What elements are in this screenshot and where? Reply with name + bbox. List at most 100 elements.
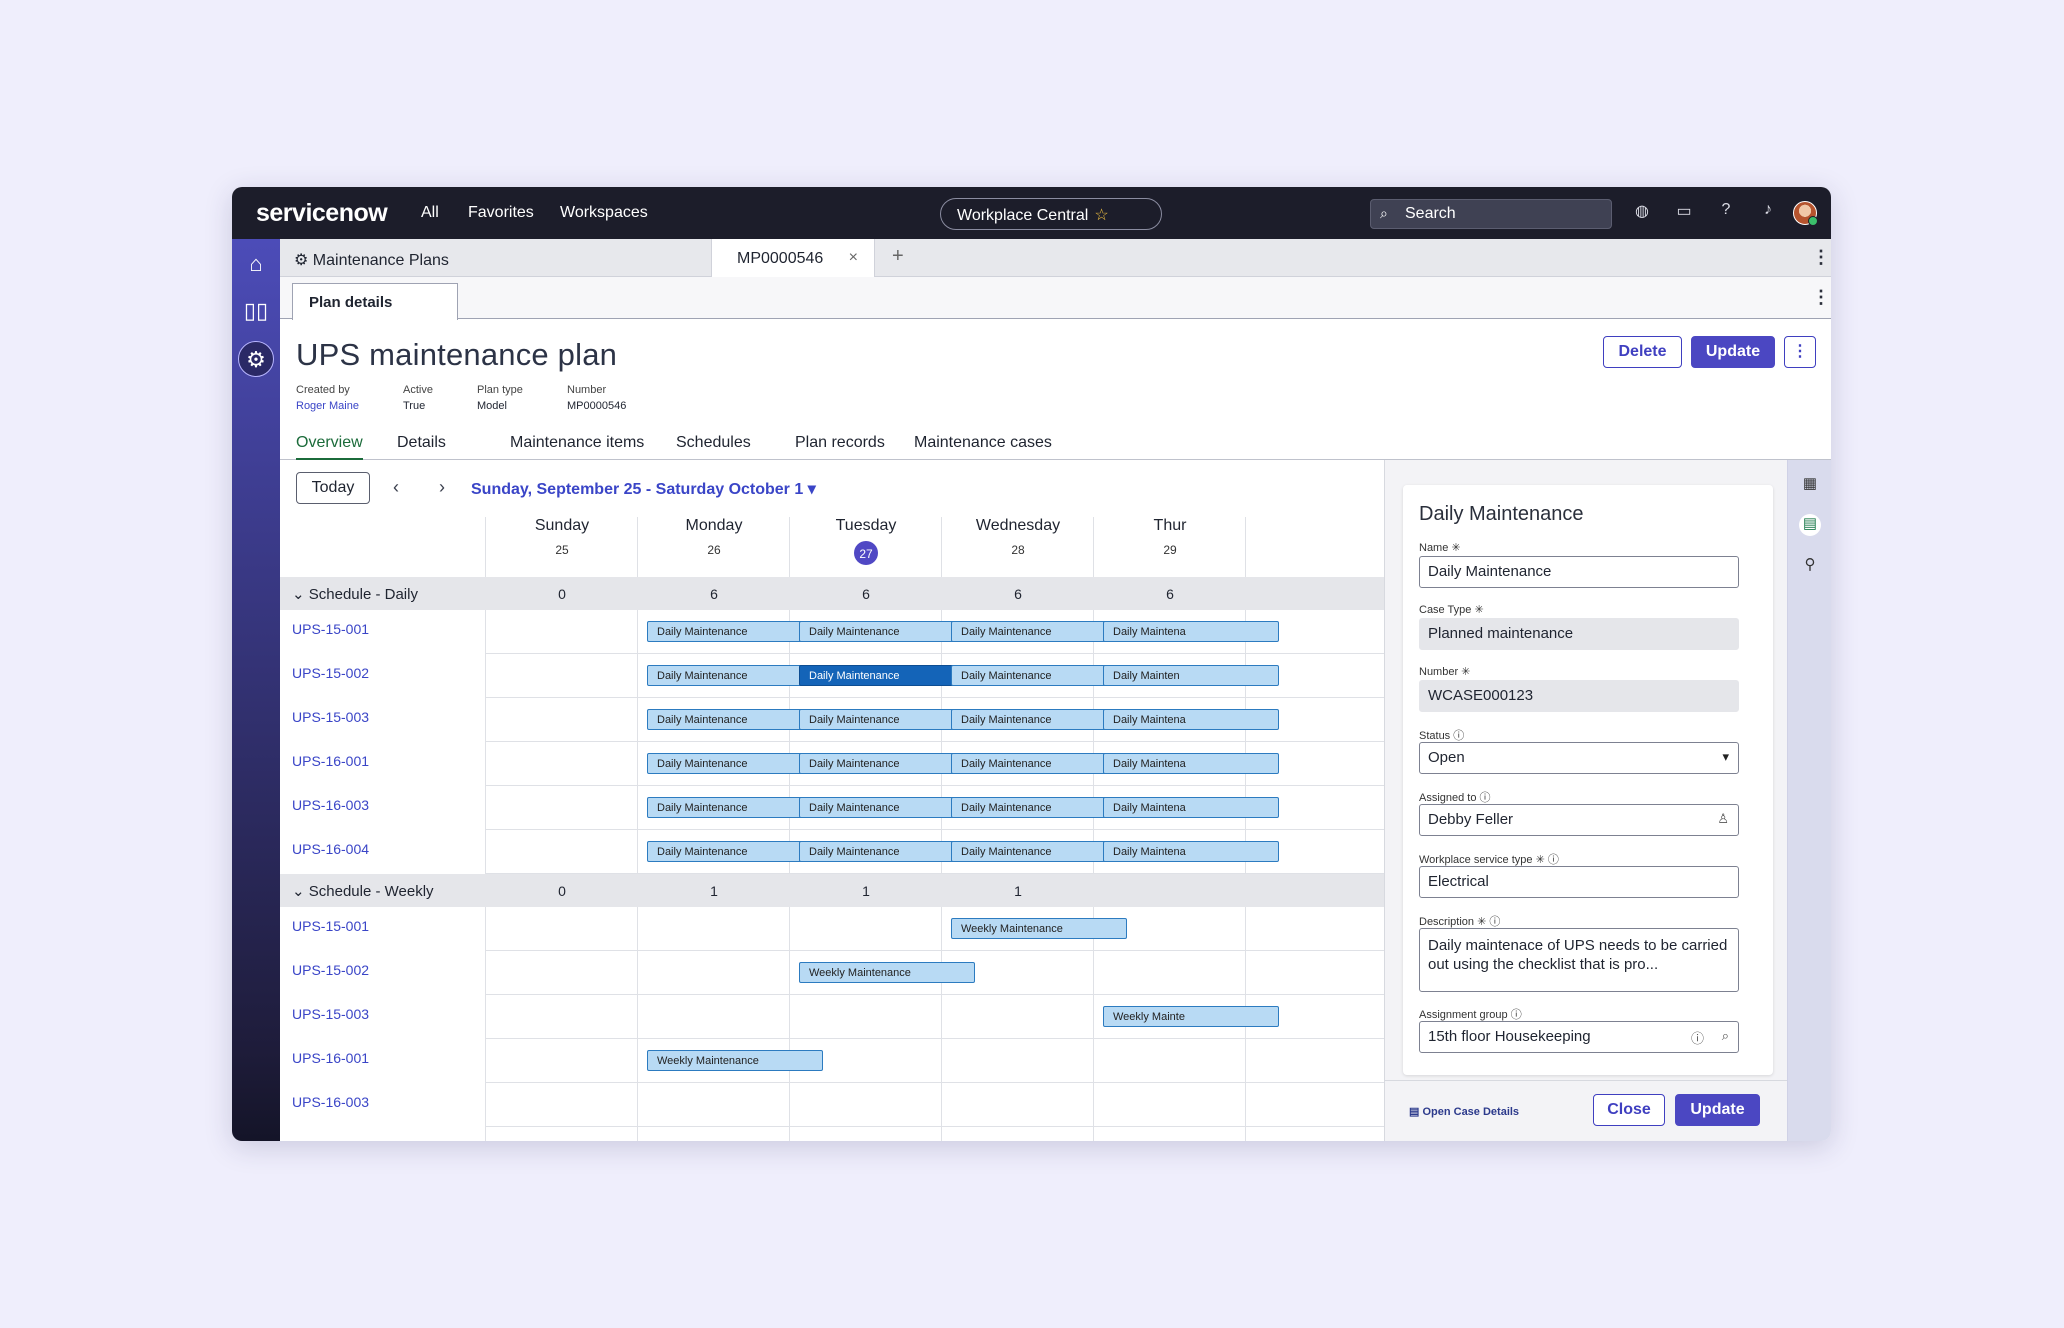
schedule-group-header[interactable]: ⌄ Schedule - Weekly 0 1 1 1	[280, 874, 1434, 907]
status-select[interactable]: Open ▾	[1419, 742, 1739, 774]
tab-maintenance-cases[interactable]: Maintenance cases	[914, 434, 1052, 451]
subtab-more-icon[interactable]: ⋮	[1812, 287, 1830, 307]
maintenance-event[interactable]: Daily Mainten	[1103, 665, 1279, 686]
update-button[interactable]: Update	[1691, 336, 1775, 368]
user-avatar[interactable]	[1793, 201, 1818, 226]
chevron-down-icon[interactable]: ⌄	[292, 586, 309, 603]
maintenance-event[interactable]: Daily Maintenance	[951, 665, 1127, 686]
name-field[interactable]: Daily Maintenance	[1419, 556, 1739, 588]
maintenance-event[interactable]: Weekly Maintenance	[799, 962, 975, 983]
maintenance-event[interactable]: Daily Maintenance	[799, 621, 975, 642]
asset-link[interactable]: UPS-15-003	[292, 709, 370, 725]
asset-link[interactable]: UPS-16-001	[292, 753, 370, 769]
maintenance-event[interactable]: Daily Maintenance	[799, 753, 975, 774]
workspace-selector[interactable]: Workplace Central ☆	[940, 198, 1162, 230]
maintenance-event[interactable]: Daily Maintena	[1103, 797, 1279, 818]
global-search-input[interactable]: ⌕ Search	[1370, 199, 1612, 229]
maintenance-event[interactable]: Weekly Mainte	[1103, 1006, 1279, 1027]
maintenance-event[interactable]: Daily Maintenance	[951, 753, 1127, 774]
maintenance-event[interactable]: Daily Maintenance	[951, 797, 1127, 818]
chevron-down-icon[interactable]: ⌄	[292, 883, 309, 900]
page-title: UPS maintenance plan	[296, 337, 618, 372]
asset-link[interactable]: UPS-15-001	[292, 918, 370, 934]
info-icon[interactable]: ⓘ	[1479, 792, 1491, 804]
selected-maintenance-event[interactable]: Daily Maintenance	[799, 665, 975, 686]
record-more-icon[interactable]: ⋮	[1784, 336, 1816, 368]
description-textarea[interactable]: Daily maintenace of UPS needs to be carr…	[1419, 928, 1739, 992]
maintenance-event[interactable]: Daily Maintena	[1103, 753, 1279, 774]
service-type-field[interactable]: Electrical	[1419, 866, 1739, 898]
maintenance-event[interactable]: Daily Maintenance	[799, 797, 975, 818]
maintenance-event[interactable]: Daily Maintenance	[951, 841, 1127, 862]
asset-link[interactable]: UPS-16-003	[292, 797, 370, 813]
maintenance-event[interactable]: Daily Maintena	[1103, 841, 1279, 862]
asset-link[interactable]: UPS-15-002	[292, 962, 370, 978]
star-icon[interactable]: ☆	[1094, 207, 1109, 224]
tab-mp0000546[interactable]: MP0000546 ×	[711, 239, 875, 277]
home-icon[interactable]: ⌂	[249, 251, 263, 276]
add-tab-button[interactable]: +	[892, 245, 904, 267]
globe-icon[interactable]: ◍	[1635, 203, 1649, 220]
dashboard-icon[interactable]: ▯▯	[243, 298, 269, 323]
calendar-settings-icon[interactable]: ▦	[1802, 475, 1818, 492]
maintenance-plans-icon[interactable]: ⚙	[238, 341, 274, 377]
asset-link[interactable]: UPS-16-004	[292, 841, 370, 857]
info-icon[interactable]: ⓘ	[1489, 916, 1501, 928]
asset-link[interactable]: UPS-15-002	[292, 665, 370, 681]
user-lookup-icon[interactable]: ♙	[1717, 811, 1729, 826]
maintenance-event[interactable]: Daily Maintenance	[647, 797, 823, 818]
close-tab-icon[interactable]: ×	[848, 249, 858, 266]
maintenance-event[interactable]: Daily Maintenance	[647, 665, 823, 686]
maintenance-event[interactable]: Weekly Maintenance	[647, 1050, 823, 1071]
tab-plan-details[interactable]: Plan details	[292, 283, 458, 320]
nav-all[interactable]: All	[421, 204, 439, 221]
info-icon[interactable]: ⓘ	[1510, 1009, 1522, 1021]
info-icon[interactable]: ⓘ	[1547, 854, 1559, 866]
maintenance-event[interactable]: Daily Maintena	[1103, 621, 1279, 642]
asset-link[interactable]: UPS-15-001	[292, 621, 370, 637]
maintenance-event[interactable]: Daily Maintenance	[799, 709, 975, 730]
maintenance-event[interactable]: Daily Maintenance	[647, 621, 823, 642]
today-button[interactable]: Today	[296, 472, 370, 504]
close-button[interactable]: Close	[1593, 1094, 1665, 1126]
previous-week-icon[interactable]: ‹	[393, 477, 399, 497]
chat-icon[interactable]: ▭	[1676, 203, 1692, 220]
asset-link[interactable]: UPS-16-003	[292, 1094, 370, 1110]
maintenance-event[interactable]: Daily Maintenance	[951, 709, 1127, 730]
tab-maintenance-items[interactable]: Maintenance items	[510, 434, 645, 451]
delete-button[interactable]: Delete	[1603, 336, 1682, 368]
maintenance-event[interactable]: Daily Maintenance	[647, 753, 823, 774]
maintenance-event[interactable]: Daily Maintena	[1103, 709, 1279, 730]
clipboard-icon[interactable]: ▤	[1799, 514, 1821, 536]
tab-plan-records[interactable]: Plan records	[795, 434, 885, 451]
created-by-link[interactable]: Roger Maine	[296, 400, 359, 412]
info-icon[interactable]: ⓘ	[1453, 730, 1465, 742]
attachment-icon[interactable]: ⚲	[1804, 556, 1816, 573]
schedule-group-header[interactable]: ⌄ Schedule - Daily 0 6 6 6 6	[280, 577, 1434, 610]
open-case-details-link[interactable]: ▤ Open Case Details	[1409, 1105, 1519, 1118]
panel-update-button[interactable]: Update	[1675, 1094, 1760, 1126]
notification-bell-icon[interactable]: ♪	[1764, 201, 1772, 218]
tab-details[interactable]: Details	[397, 434, 446, 451]
tab-overview[interactable]: Overview	[296, 434, 363, 460]
nav-workspaces[interactable]: Workspaces	[560, 204, 648, 221]
maintenance-event[interactable]: Daily Maintenance	[647, 841, 823, 862]
maintenance-event[interactable]: Weekly Maintenance	[951, 918, 1127, 939]
tab-schedules[interactable]: Schedules	[676, 434, 751, 451]
date-range-selector[interactable]: Sunday, September 25 - Saturday October …	[471, 479, 816, 499]
search-icon[interactable]: ⌕	[1721, 1028, 1729, 1043]
assigned-to-field[interactable]: Debby Feller ♙	[1419, 804, 1739, 836]
maintenance-event[interactable]: Daily Maintenance	[799, 841, 975, 862]
nav-favorites[interactable]: Favorites	[468, 204, 534, 221]
maintenance-event[interactable]: Daily Maintenance	[647, 709, 823, 730]
asset-link[interactable]: UPS-15-003	[292, 1006, 370, 1022]
info-icon[interactable]: ⓘ	[1690, 1031, 1704, 1046]
maintenance-event[interactable]: Daily Maintenance	[951, 621, 1127, 642]
asset-link[interactable]: UPS-16-001	[292, 1050, 370, 1066]
servicenow-logo[interactable]: servicenow	[256, 199, 388, 227]
help-icon[interactable]: ?	[1721, 201, 1731, 218]
next-week-icon[interactable]: ›	[439, 477, 445, 497]
tab-maintenance-plans[interactable]: ⚙ Maintenance Plans	[294, 239, 449, 277]
assignment-group-field[interactable]: 15th floor Housekeeping ⓘ ⌕	[1419, 1021, 1739, 1053]
tabbar-more-icon[interactable]: ⋮	[1812, 247, 1830, 267]
